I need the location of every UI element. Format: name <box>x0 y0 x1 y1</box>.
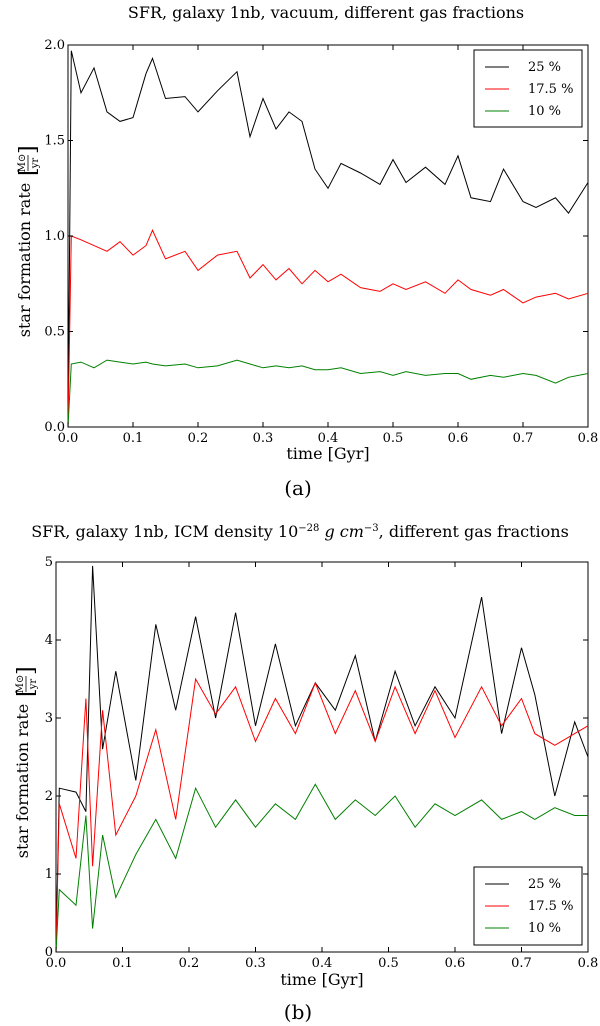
panel-a-xtick-label: 0.5 <box>383 431 404 446</box>
panel-b-title: SFR, galaxy 1nb, ICM density 10−28 g cm−… <box>31 522 569 541</box>
panel-b-title-exp2: −3 <box>364 523 379 534</box>
panel-a-ylabel-group: star formation rate M⊙ yr [ ] <box>15 145 41 337</box>
panel-a-series-2-line <box>67 229 589 428</box>
panel-a-ytick-label: 0.5 <box>44 325 65 340</box>
panel-b-ylabel-lbracket: [ <box>14 688 39 697</box>
panel-a-xtick-label: 0.3 <box>253 431 274 446</box>
panel-a-ticks: 0.0 0.1 0.2 0.3 0.4 0.5 0.6 0.7 0.8 0.0 0.5 1.0 1.5 2… <box>44 38 598 446</box>
panel-a-xtick-label: 0.2 <box>188 431 209 446</box>
panel-b-ylabel: star formation rate <box>13 704 32 858</box>
panel-a-legend-label-2: 17.5 % <box>528 82 573 97</box>
panel-b-xtick-label: 0.2 <box>179 956 200 971</box>
panel-a-xtick-label: 0.7 <box>513 431 534 446</box>
panel-b-legend: 25 % 17.5 % 10 % <box>473 866 583 946</box>
panel-b: SFR, galaxy 1nb, ICM density 10−28 g cm−… <box>13 522 598 1024</box>
panel-a-xtick-label: 0.6 <box>448 431 469 446</box>
panel-a: SFR, galaxy 1nb, vacuum, different gas f… <box>15 3 598 500</box>
panel-a-legend-label-1: 25 % <box>528 60 561 75</box>
panel-a-series-3-line <box>67 359 589 428</box>
panel-a-ytick-label: 1.0 <box>44 229 65 244</box>
panel-a-series-1-line <box>67 50 589 428</box>
panel-b-xtick-label: 0.6 <box>445 956 466 971</box>
panel-b-series-3-line <box>55 783 588 953</box>
panel-b-series-1-line <box>55 565 589 953</box>
panel-b-ytick-label: 1 <box>45 867 53 882</box>
panel-b-xtick-label: 0.4 <box>312 956 333 971</box>
panel-a-ytick-label: 1.5 <box>44 134 65 149</box>
panel-a-xtick-label: 0.8 <box>578 431 599 446</box>
panel-b-ytick-label: 0 <box>45 945 53 960</box>
panel-a-ytick-label: 0.0 <box>44 420 65 435</box>
panel-b-title-end: , different gas fractions <box>379 522 569 541</box>
panel-a-title: SFR, galaxy 1nb, vacuum, different gas f… <box>128 3 524 22</box>
panel-b-legend-label-3: 10 % <box>528 921 561 936</box>
panel-b-legend-label-1: 25 % <box>528 877 561 892</box>
panel-a-legend: 25 % 17.5 % 10 % <box>473 49 583 128</box>
panel-b-lines <box>55 565 589 953</box>
panel-b-ylabel-group: star formation rate M⊙ yr [ ] <box>13 666 39 858</box>
panel-a-ytick-label: 2.0 <box>44 38 65 53</box>
panel-b-ticks: 0.0 0.1 0.2 0.3 0.4 0.5 0.6 0.7 0.8 0 1 2 3 4 5 <box>45 555 599 971</box>
panel-b-legend-label-2: 17.5 % <box>528 899 573 914</box>
panel-a-xtick-label: 0.0 <box>58 431 79 446</box>
panel-a-legend-label-3: 10 % <box>528 104 561 119</box>
panel-a-caption: (a) <box>284 476 312 500</box>
panel-b-ylabel-rbracket: ] <box>14 666 39 675</box>
panel-b-title-exp: −28 <box>298 523 319 534</box>
panel-b-xtick-label: 0.8 <box>578 956 599 971</box>
panel-b-xtick-label: 0.1 <box>112 956 133 971</box>
panel-a-yunit-num: M⊙ <box>17 154 28 173</box>
panel-b-series-2-line <box>55 677 589 953</box>
panel-b-title-pre: SFR, galaxy 1nb, ICM density 10 <box>31 522 298 541</box>
panel-b-caption: (b) <box>284 1000 312 1024</box>
panel-b-ytick-label: 5 <box>45 555 53 570</box>
panel-a-xlabel: time [Gyr] <box>286 444 369 463</box>
panel-a-xtick-label: 0.4 <box>318 431 339 446</box>
panel-b-yunit-num: M⊙ <box>15 675 26 694</box>
panel-a-xtick-label: 0.1 <box>123 431 144 446</box>
panel-b-yunit-den: yr <box>28 679 39 691</box>
panel-b-xtick-label: 0.5 <box>378 956 399 971</box>
panel-b-title-post: g cm <box>319 522 364 541</box>
panel-a-ylabel: star formation rate <box>15 183 34 337</box>
panel-a-ylabel-rbracket: ] <box>16 145 41 154</box>
panel-a-yunit-den: yr <box>30 158 41 170</box>
panel-b-xlabel: time [Gyr] <box>280 970 363 989</box>
panel-b-ytick-label: 4 <box>45 633 53 648</box>
panel-a-ylabel-lbracket: [ <box>16 167 41 176</box>
panel-a-lines <box>67 50 589 428</box>
panel-b-ytick-label: 3 <box>45 711 53 726</box>
panel-b-xtick-label: 0.7 <box>511 956 532 971</box>
panel-b-xtick-label: 0.0 <box>46 956 67 971</box>
panel-b-ytick-label: 2 <box>45 789 53 804</box>
panel-b-xtick-label: 0.3 <box>245 956 266 971</box>
